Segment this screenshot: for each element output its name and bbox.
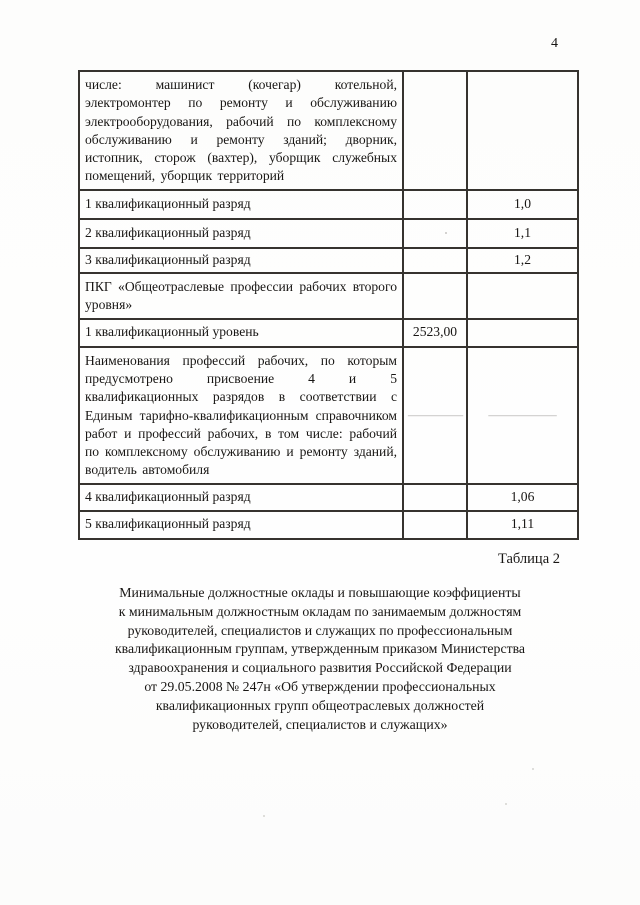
cell-coefficient [466,70,579,191]
title-line: квалификационных групп общеотраслевых до… [155,697,485,713]
cell-pkg-group: ПКГ «Общеотраслевые профессии рабочих вт… [78,272,404,320]
cell-salary-dash: — [402,345,468,485]
cell-salary [402,482,468,512]
cell-salary-value: 2523,00 [402,317,468,348]
cell-coefficient: 1,0 [466,188,579,220]
cell-professions-continued: числе: машинист (кочегар) котельной, эле… [78,70,404,191]
scan-speck [263,815,265,817]
title-line: Минимальные должностные оклады и повышаю… [119,585,521,600]
scan-speck [532,768,534,770]
cell-grade-3: 3 квалификационный разряд [78,246,404,275]
cell-coefficient: 1,11 [466,509,579,540]
dash-mark: — [488,406,557,422]
cell-grade-4: 4 квалификационный разряд [78,482,404,512]
cell-salary [402,217,468,249]
table2-title: Минимальные должностные оклады и повышаю… [60,584,580,734]
cell-salary [402,272,468,320]
cell-salary [402,188,468,220]
table-row: 2 квалификационный разряд 1,1 [78,217,579,249]
table-row: 1 квалификационный разряд 1,0 [78,188,579,220]
title-line: руководителей, специалистов и служащих» [192,716,448,732]
table-row: ПКГ «Общеотраслевые профессии рабочих вт… [78,272,579,320]
title-line: квалификационным группам, утвержденным п… [114,641,526,657]
cell-coefficient-dash: — [466,345,579,485]
cell-coefficient [466,272,579,320]
title-line: к минимальным должностным окладам по зан… [118,603,522,619]
cell-grade-1: 1 квалификационный разряд [78,188,404,220]
dash-mark: — [407,406,463,422]
cell-coefficient: 1,1 [466,217,579,249]
cell-salary [402,246,468,275]
cell-grade-2: 2 квалификационный разряд [78,217,404,249]
cell-salary [402,509,468,540]
cell-professions-4-5: Наименования профессий рабочих, по котор… [78,345,404,485]
cell-coefficient [466,317,579,348]
table-row: 1 квалификационный уровень 2523,00 [78,317,579,348]
scan-speck [445,232,447,234]
table-row: Наименования профессий рабочих, по котор… [78,345,579,485]
table-row: 3 квалификационный разряд 1,2 [78,246,579,275]
scan-speck [505,803,507,805]
table-row: 4 квалификационный разряд 1,06 [78,482,579,512]
table-row: числе: машинист (кочегар) котельной, эле… [78,70,579,191]
cell-grade-5: 5 квалификационный разряд [78,509,404,540]
cell-level-1: 1 квалификационный уровень [78,317,404,348]
qualification-grades-table: числе: машинист (кочегар) котельной, эле… [78,70,579,540]
cell-coefficient: 1,06 [466,482,579,512]
title-line: от 29.05.2008 № 247н «Об утверждении про… [144,678,496,694]
title-line: здравоохранения и социального развития Р… [128,660,512,676]
table2-caption: Таблица 2 [497,551,560,567]
title-line: руководителей, специалистов и служащих п… [127,622,513,638]
page-number: 4 [551,36,559,51]
table-row: 5 квалификационный разряд 1,11 [78,509,579,540]
cell-coefficient: 1,2 [466,246,579,275]
cell-salary [402,70,468,191]
